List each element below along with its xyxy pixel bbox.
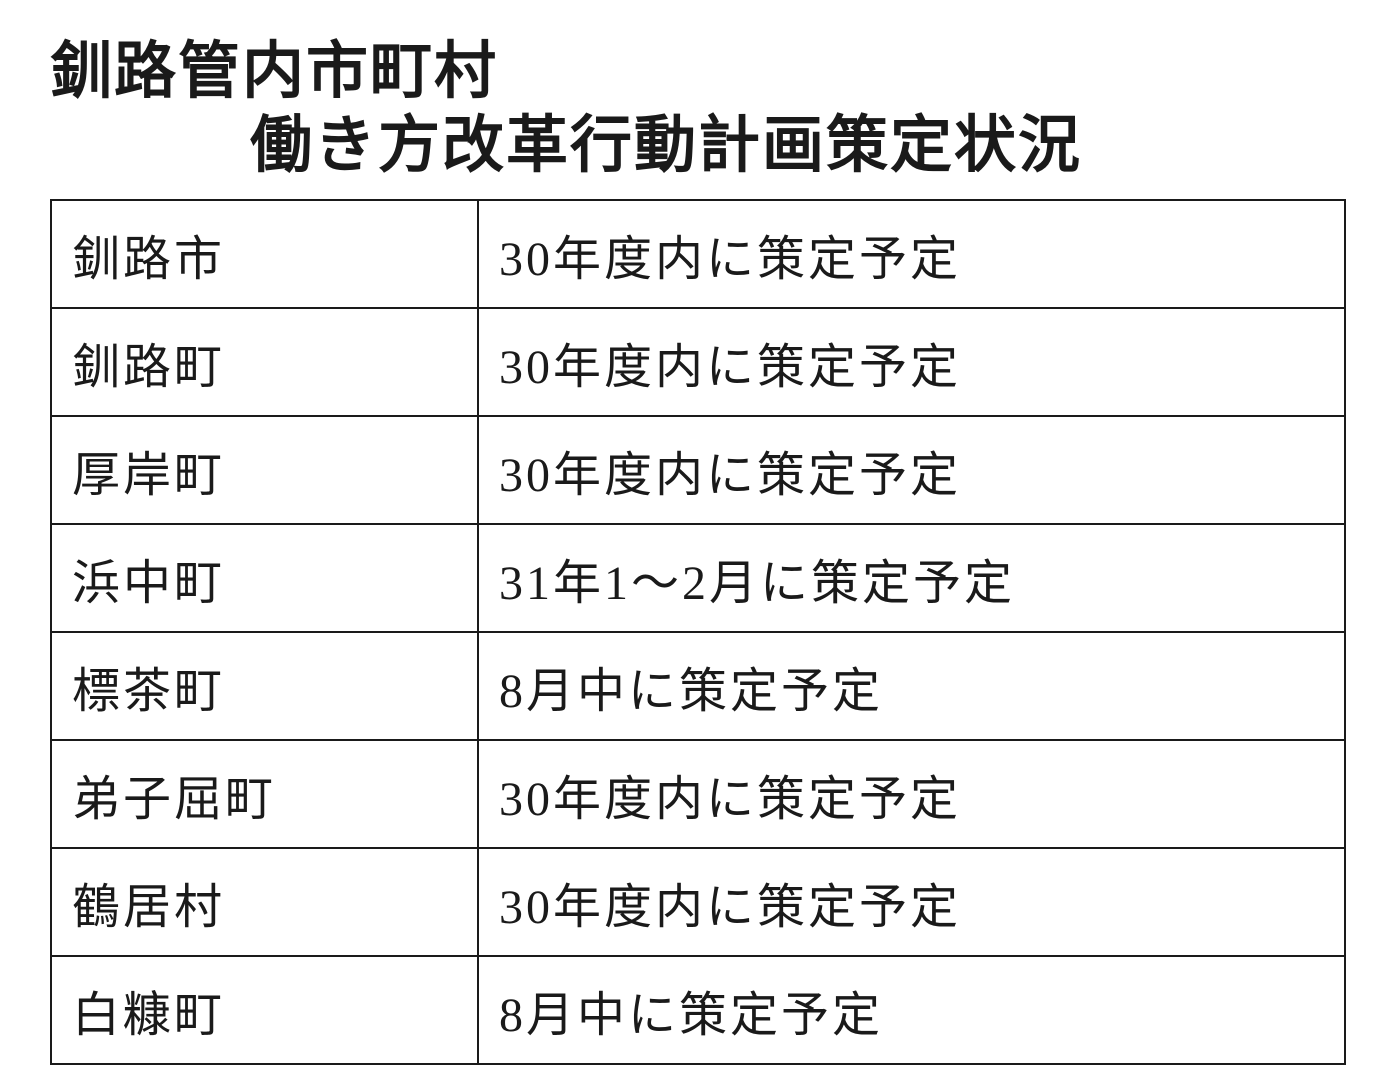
table-row: 標茶町8月中に策定予定 [51, 632, 1345, 740]
table-row: 白糠町8月中に策定予定 [51, 956, 1345, 1064]
municipality-name: 鶴居村 [51, 848, 478, 956]
plan-status: 31年1～2月に策定予定 [478, 524, 1345, 632]
table-row: 厚岸町30年度内に策定予定 [51, 416, 1345, 524]
table-row: 釧路町30年度内に策定予定 [51, 308, 1345, 416]
title-block: 釧路管内市町村 働き方改革行動計画策定状況 [50, 35, 1346, 184]
municipality-name: 厚岸町 [51, 416, 478, 524]
municipality-name: 釧路市 [51, 200, 478, 308]
table-row: 鶴居村30年度内に策定予定 [51, 848, 1345, 956]
plan-status: 30年度内に策定予定 [478, 200, 1345, 308]
plan-status: 8月中に策定予定 [478, 632, 1345, 740]
municipality-name: 弟子屈町 [51, 740, 478, 848]
table-row: 浜中町31年1～2月に策定予定 [51, 524, 1345, 632]
plan-status: 30年度内に策定予定 [478, 308, 1345, 416]
plan-status: 30年度内に策定予定 [478, 416, 1345, 524]
plan-status: 30年度内に策定予定 [478, 848, 1345, 956]
plan-status: 8月中に策定予定 [478, 956, 1345, 1064]
table-row: 弟子屈町30年度内に策定予定 [51, 740, 1345, 848]
title-line-2: 働き方改革行動計画策定状況 [50, 109, 1346, 183]
table-row: 釧路市30年度内に策定予定 [51, 200, 1345, 308]
municipality-name: 浜中町 [51, 524, 478, 632]
title-line-1: 釧路管内市町村 [50, 35, 1346, 109]
municipality-name: 白糠町 [51, 956, 478, 1064]
municipality-name: 釧路町 [51, 308, 478, 416]
municipality-name: 標茶町 [51, 632, 478, 740]
status-table: 釧路市30年度内に策定予定釧路町30年度内に策定予定厚岸町30年度内に策定予定浜… [50, 199, 1346, 1065]
plan-status: 30年度内に策定予定 [478, 740, 1345, 848]
